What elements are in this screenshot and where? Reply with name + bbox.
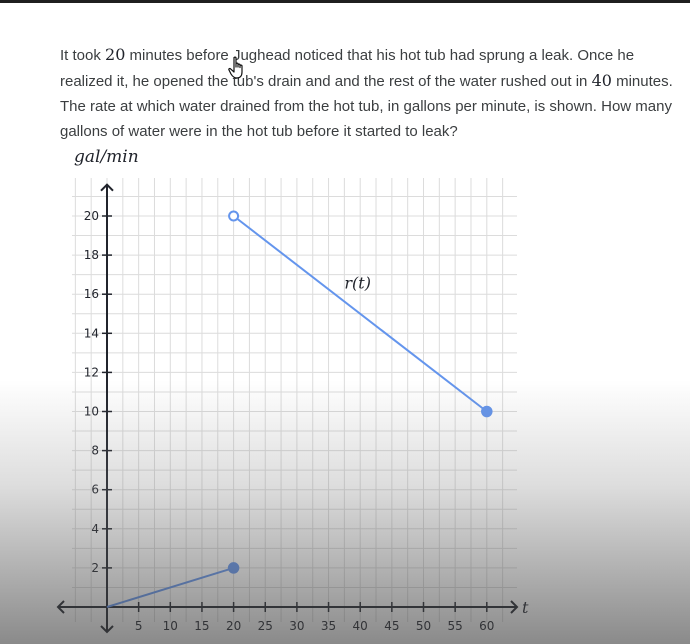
x-tick-label: 55 (448, 619, 463, 633)
closed-endpoint (227, 562, 240, 574)
x-tick-label: 60 (479, 619, 494, 633)
y-tick-label: 6 (91, 483, 99, 497)
open-endpoint (228, 210, 240, 222)
x-tick-label: 5 (135, 619, 143, 633)
y-tick-label: 20 (84, 209, 99, 223)
problem-text-2: minutes before Jughead noticed that his … (60, 47, 635, 90)
ticks: 5 10 15 20 25 30 35 40 45 50 55 60 2 4 6 8 10 12 14 16 18 20 (84, 209, 495, 633)
series (106, 210, 493, 608)
problem-number-20: 20 (105, 45, 126, 64)
x-tick-label: 45 (384, 619, 399, 633)
problem-statement: It took 20 minutes before Jughead notice… (60, 42, 680, 144)
x-tick-label: 25 (258, 619, 273, 633)
y-tick-label: 2 (91, 561, 99, 575)
series-line-2 (232, 215, 488, 413)
problem-text-1: It took (60, 47, 106, 64)
y-tick-label: 18 (84, 248, 99, 262)
closed-endpoint (481, 405, 493, 418)
x-axis-label: t (522, 598, 529, 617)
y-tick-label: 8 (91, 444, 99, 458)
x-tick-label: 15 (194, 619, 209, 633)
y-axis-label: gal/min (74, 147, 139, 167)
grid (72, 178, 517, 622)
x-tick-label: 30 (289, 619, 304, 633)
x-tick-label: 20 (226, 619, 241, 633)
y-tick-label: 16 (84, 287, 99, 301)
problem-number-40: 40 (591, 71, 612, 90)
x-tick-label: 35 (321, 619, 336, 633)
curve-label-r-t: r(t) (344, 273, 371, 292)
x-tick-label: 40 (353, 619, 368, 633)
hand-pointer-icon (228, 56, 243, 79)
axes (56, 183, 519, 634)
y-tick-label: 14 (84, 326, 99, 340)
y-tick-label: 4 (91, 522, 99, 536)
x-tick-label: 50 (416, 619, 431, 633)
window-top-border (0, 0, 690, 3)
y-tick-label: 12 (84, 365, 99, 379)
y-tick-label: 10 (84, 405, 99, 419)
y-axis-arrow-up (100, 183, 114, 192)
x-tick-label: 10 (163, 619, 178, 633)
problem-text-3: minutes. The rate at which water drained… (60, 73, 673, 140)
